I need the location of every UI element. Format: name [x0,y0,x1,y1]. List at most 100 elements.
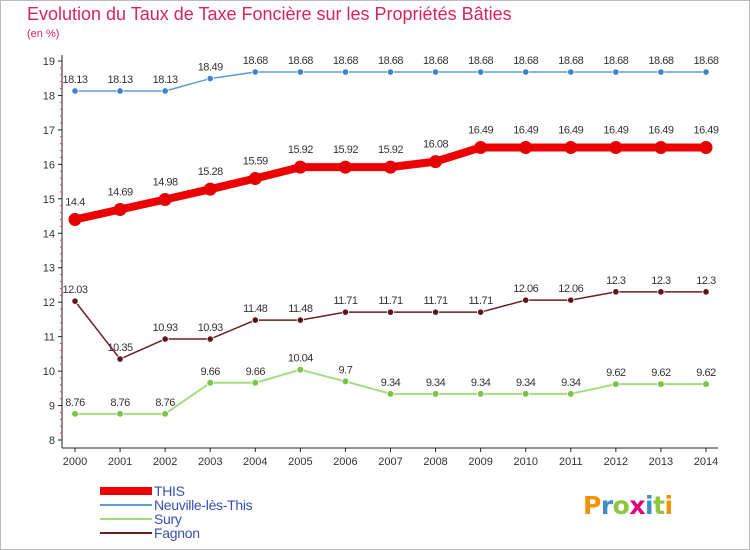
x-tick-label: 2013 [649,456,673,468]
data-label-neuville-les-this: 18.68 [333,55,358,67]
logo-letter: P [583,491,601,520]
data-label-fagnon: 11.71 [423,295,448,307]
y-tick-label: 13 [43,263,55,275]
data-point-sury [521,390,530,398]
data-label-fagnon: 12.03 [62,284,87,296]
data-label-neuville-les-this: 18.68 [558,55,583,67]
data-label-sury: 9.34 [516,377,536,389]
legend-swatch [100,504,152,506]
x-tick-label: 2007 [378,456,402,468]
data-label-this: 16.08 [423,139,448,151]
data-point-neuville-les-this [341,68,350,76]
data-point-fagnon [702,288,710,296]
data-label-this: 15.59 [243,155,268,167]
data-label-neuville-les-this: 18.68 [693,55,718,67]
data-point-sury [657,380,665,388]
y-tick-label: 17 [43,125,55,137]
y-tick-label: 14 [43,228,55,240]
data-point-this [474,140,488,154]
data-label-neuville-les-this: 18.13 [62,74,87,86]
data-label-neuville-les-this: 18.68 [243,55,268,67]
y-tick-label: 9 [49,401,55,413]
legend-item-fagnon: Fagnon [100,526,252,540]
data-point-fagnon [296,316,304,324]
data-point-sury [116,410,124,418]
data-point-neuville-les-this [612,68,620,76]
data-point-fagnon [251,316,259,324]
data-point-sury [341,377,350,386]
legend-swatch [100,518,152,520]
data-label-this: 14.98 [153,177,178,189]
data-label-neuville-les-this: 18.13 [153,74,178,86]
logo-letter: i [664,491,674,520]
data-point-neuville-les-this [386,68,395,76]
legend-label: Sury [154,511,182,527]
data-point-this [68,212,82,226]
data-label-fagnon: 12.06 [558,283,583,295]
data-label-neuville-les-this: 18.68 [288,55,313,67]
data-point-this [293,160,307,174]
data-label-this: 15.92 [288,144,313,156]
data-point-this [429,155,443,169]
data-point-fagnon [116,355,124,363]
data-label-sury: 8.76 [65,397,85,409]
data-point-fagnon [386,308,395,316]
data-label-fagnon: 10.93 [153,322,178,334]
data-point-this [519,140,533,154]
data-point-neuville-les-this [657,68,665,76]
data-label-this: 16.49 [513,124,538,136]
x-tick-label: 2011 [559,456,583,468]
data-point-neuville-les-this [251,68,259,76]
data-label-fagnon: 11.48 [243,303,268,315]
data-point-this [113,202,127,216]
data-point-sury [612,380,620,388]
data-point-sury [71,410,79,418]
legend-label: Fagnon [154,525,200,541]
data-label-fagnon: 11.71 [378,295,403,307]
data-label-neuville-les-this: 18.13 [108,74,133,86]
data-point-sury [296,365,305,374]
logo-letter: i [645,491,654,520]
data-point-this [203,182,217,196]
data-label-sury: 9.62 [651,367,671,379]
x-tick-label: 2001 [108,456,132,468]
data-point-neuville-les-this [206,74,214,83]
legend-label: THIS [154,483,185,499]
logo-letter: x [629,491,645,520]
data-label-this: 16.49 [468,124,493,136]
data-point-neuville-les-this [431,68,440,76]
data-label-this: 16.49 [693,124,718,136]
data-label-sury: 10.04 [288,353,313,365]
x-tick-label: 2005 [288,456,312,468]
data-point-fagnon [567,296,575,304]
unit-label: (en %) [27,28,60,40]
data-point-this [564,140,578,154]
data-point-fagnon [206,335,214,343]
y-tick-label: 19 [43,56,55,68]
data-point-fagnon [71,297,79,305]
data-point-this [384,160,397,174]
data-label-fagnon: 12.3 [606,275,626,287]
data-label-fagnon: 11.71 [333,295,358,307]
data-label-this: 16.49 [603,124,628,136]
x-tick-label: 2003 [198,456,222,468]
data-label-fagnon: 10.93 [198,322,223,334]
data-point-neuville-les-this [477,68,485,76]
x-tick-label: 2000 [63,456,87,468]
x-tick-label: 2002 [153,456,177,468]
data-label-fagnon: 12.3 [651,275,671,287]
data-point-sury [566,390,575,398]
data-label-fagnon: 11.48 [288,303,313,315]
data-point-neuville-les-this [522,68,530,76]
data-label-this: 15.92 [333,144,358,156]
data-point-neuville-les-this [116,87,124,95]
data-point-fagnon [612,288,620,296]
data-label-this: 14.69 [108,186,133,198]
legend-item-sury: Sury [100,512,252,526]
x-tick-label: 2014 [694,456,718,468]
data-label-fagnon: 11.71 [469,295,494,307]
data-point-sury [386,390,395,398]
y-tick-label: 10 [43,366,55,378]
legend-swatch [100,532,152,534]
